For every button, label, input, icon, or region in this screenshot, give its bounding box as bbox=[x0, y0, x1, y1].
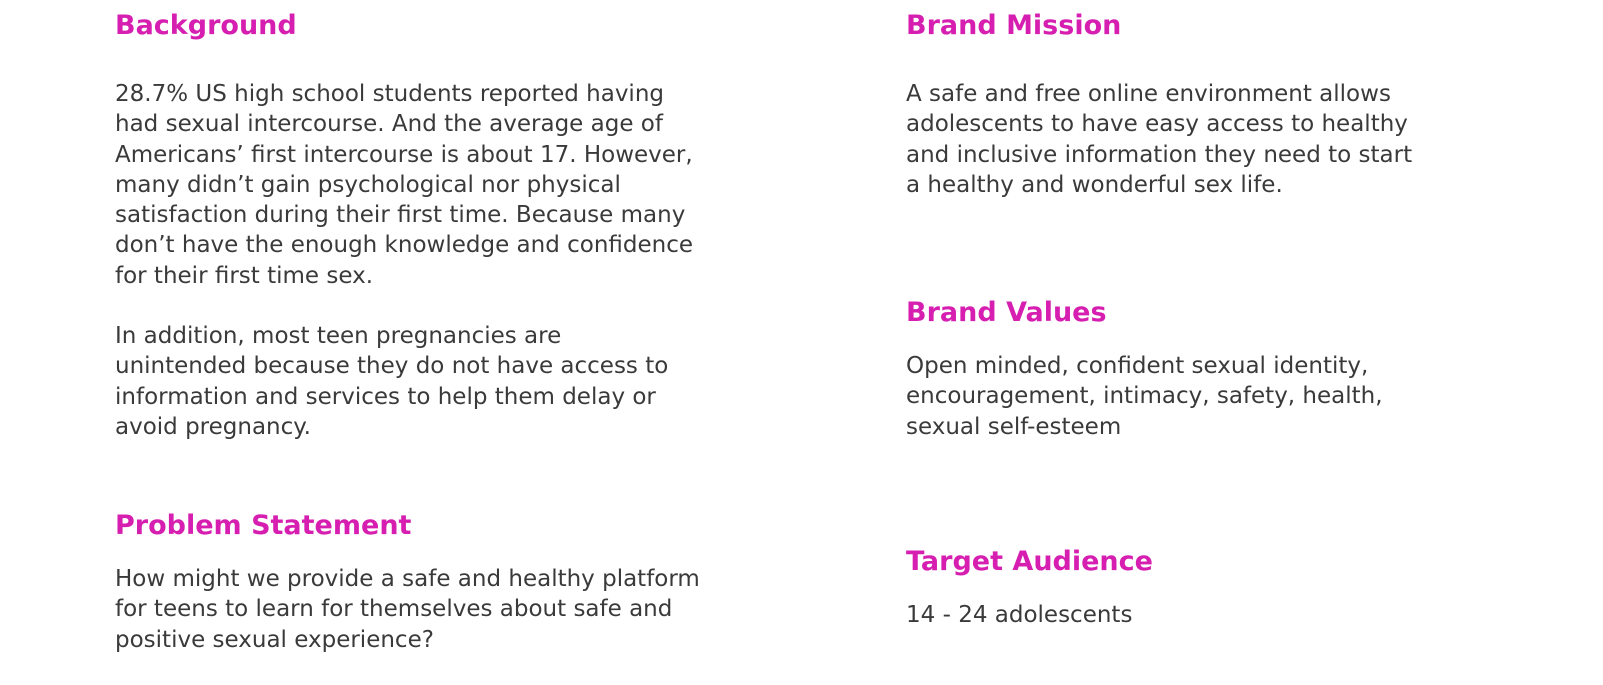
text-line: don’t have the enough knowledge and conf… bbox=[115, 232, 694, 259]
background-heading: Background bbox=[115, 10, 297, 41]
brand-values-section: Brand Values Open minded, confident sexu… bbox=[906, 296, 1383, 442]
problem-statement-section: Problem Statement How might we provide a… bbox=[115, 509, 700, 655]
target-audience-heading: Target Audience bbox=[906, 546, 1153, 577]
text-line: for teens to learn for themselves about … bbox=[115, 596, 673, 623]
brand-mission-text: A safe and free online environment allow… bbox=[906, 79, 1412, 200]
text-line: A safe and free online environment allow… bbox=[906, 81, 1391, 107]
text-line: information and services to help them de… bbox=[115, 383, 656, 410]
brand-mission-heading: Brand Mission bbox=[906, 10, 1122, 41]
text-line: In addition, most teen pregnancies are bbox=[115, 323, 562, 350]
problem-statement-heading: Problem Statement bbox=[115, 510, 412, 541]
target-audience-text: 14 - 24 adolescents bbox=[906, 600, 1153, 630]
text-line: Americans’ first intercourse is about 17… bbox=[115, 141, 693, 168]
problem-statement-text: How might we provide a safe and healthy … bbox=[115, 564, 700, 655]
text-line: satisfaction during their first time. Be… bbox=[115, 202, 686, 229]
text-line: 14 - 24 adolescents bbox=[906, 602, 1133, 628]
brand-values-heading: Brand Values bbox=[906, 297, 1107, 328]
text-line: had sexual intercourse. And the average … bbox=[115, 111, 663, 138]
text-line: Open minded, confident sexual identity, bbox=[906, 353, 1369, 379]
text-line: adolescents to have easy access to healt… bbox=[906, 111, 1408, 138]
text-line: many didn’t gain psychological nor physi… bbox=[115, 171, 621, 198]
text-line: sexual self-esteem bbox=[906, 413, 1122, 440]
text-line: for their first time sex. bbox=[115, 262, 374, 289]
text-line: unintended because they do not have acce… bbox=[115, 353, 669, 380]
text-line: positive sexual experience? bbox=[115, 626, 434, 653]
text-line: a healthy and wonderful sex life. bbox=[906, 171, 1283, 198]
background-paragraph-2: In addition, most teen pregnancies are u… bbox=[115, 321, 693, 442]
text-line: avoid pregnancy. bbox=[115, 413, 311, 440]
text-line: encouragement, intimacy, safety, health, bbox=[906, 383, 1383, 410]
text-line: How might we provide a safe and healthy … bbox=[115, 566, 700, 592]
brand-values-text: Open minded, confident sexual identity, … bbox=[906, 351, 1383, 442]
text-line: 28.7% US high school students reported h… bbox=[115, 81, 665, 107]
background-section: Background 28.7% US high school students… bbox=[115, 9, 693, 442]
background-paragraph-1: 28.7% US high school students reported h… bbox=[115, 79, 693, 291]
text-line: and inclusive information they need to s… bbox=[906, 141, 1413, 168]
target-audience-section: Target Audience 14 - 24 adolescents bbox=[906, 545, 1153, 630]
brand-mission-section: Brand Mission A safe and free online env… bbox=[906, 9, 1412, 200]
